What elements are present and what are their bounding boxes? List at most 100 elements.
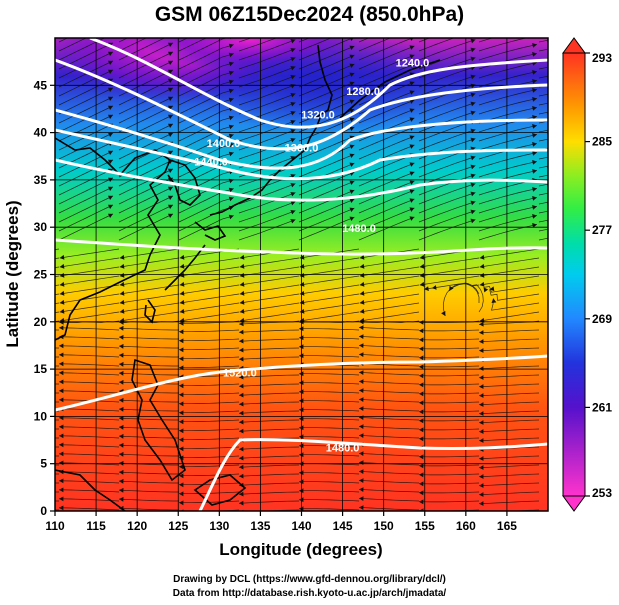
streamline-arrow [491,298,497,303]
credit-drawing: Drawing by DCL (https://www.gfd-dennou.o… [173,574,446,585]
x-tick-label: 135 [250,519,270,533]
streamline-arrow [0,356,4,361]
map-title: GSM 06Z15Dec2024 (850.0hPa) [154,3,465,26]
colorbar-tick-label: 277 [592,223,612,237]
streamline-arrow [471,30,476,35]
streamline-arrow [229,26,234,31]
contour-label: 1320.0 [301,109,335,121]
height-contours [55,38,548,511]
streamline-arrow [0,437,4,442]
streamline-arrow [350,28,355,32]
y-axis-title: Latitude (degrees) [3,200,22,347]
streamline-arrow [594,85,599,90]
streamline-arrow [594,166,599,171]
colorbar-ticks: 253 261 269 277 285 293 [585,51,612,500]
contour-label: 1440.0 [194,157,228,169]
streamline-arrow [594,157,599,162]
streamline-arrow [108,25,113,29]
colorbar-tick-label: 253 [592,486,612,500]
streamline-arrow [0,446,4,451]
y-tick-label: 45 [34,78,48,92]
y-tick-label: 30 [34,220,48,234]
streamline-arrow [410,18,415,23]
streamline-arrow [0,401,4,406]
streamline-arrow [594,67,599,72]
streamline-arrow [594,148,599,153]
x-axis: 110 115 120 125 130 135 140 145 150 155 160 165 [45,511,517,533]
contour-label: 1480.0 [342,223,376,235]
streamline-arrow [594,193,599,198]
streamline-arrow [0,374,4,379]
contour-label: 1520.0 [223,368,257,380]
streamline-arrow [594,94,599,99]
credit-data-source: Data from http://database.rish.kyoto-u.a… [172,588,447,599]
streamline-arrow [0,482,4,487]
x-axis-title: Longitude (degrees) [219,540,382,559]
streamline-arrow [0,473,4,478]
streamline-arrow [483,287,489,293]
streamline-arrow [108,16,113,20]
x-tick-label: 120 [127,519,147,533]
streamline-arrow [0,491,4,496]
streamline-arrow [594,112,599,117]
streamline-arrow [489,286,495,292]
contour-label: 1480.0 [326,442,360,454]
x-tick-label: 160 [456,519,476,533]
streamline-arrow [229,17,234,22]
streamline-arrow [594,184,599,189]
x-tick-label: 125 [168,519,188,533]
y-tick-label: 10 [34,409,48,423]
streamline-arrow [410,27,415,32]
streamline-arrow [0,464,4,469]
y-tick-label: 0 [40,504,47,518]
y-tick-label: 20 [34,315,48,329]
colorbar-tick-label: 293 [592,51,612,65]
x-tick-label: 155 [415,519,435,533]
y-tick-label: 25 [34,268,48,282]
x-tick-label: 150 [374,519,394,533]
streamline-arrow [290,30,295,34]
x-tick-label: 145 [333,519,353,533]
streamline-arrow [168,16,173,20]
contour-label: 1400.0 [207,138,241,150]
streamline-arrow [594,121,599,126]
colorbar-tick-label: 285 [592,135,612,149]
streamline-arrow [594,40,599,45]
contour-label: 1240.0 [396,57,430,69]
contour-label: 1280.0 [346,86,380,98]
streamline-arrow [0,365,4,370]
x-tick-label: 140 [291,519,311,533]
y-axis: 0 5 10 15 20 25 30 35 40 45 [34,78,55,518]
streamline-arrow [350,19,355,23]
streamline-arrow [594,202,599,207]
streamline-arrow [594,103,599,108]
x-tick-label: 130 [209,519,229,533]
lat-lon-grid [55,38,548,511]
colorbar-tick-label: 261 [592,400,612,414]
streamline-arrow [471,21,476,26]
streamline-arrow [594,211,599,216]
streamline-arrow [0,392,4,397]
streamline-arrow [290,21,295,25]
colorbar-tick-label: 269 [592,312,612,326]
y-tick-label: 40 [34,126,48,140]
streamline-arrow [532,25,537,30]
x-tick-label: 115 [86,519,106,533]
coastlines [55,44,441,511]
streamline-arrow [0,509,4,514]
streamline-arrow [0,410,4,415]
y-tick-label: 15 [34,362,48,376]
streamline-arrow [0,455,4,460]
y-tick-label: 35 [34,173,48,187]
colorbar: 253 261 269 277 285 293 [562,37,612,512]
streamline-arrow [0,428,4,433]
contour-labels: 1240.0 1280.0 1320.0 1360.0 1400.0 1440.0 1480… [194,57,429,454]
streamline-arrow [168,25,173,29]
x-tick-label: 165 [497,519,517,533]
streamline-arrow [594,76,599,81]
y-tick-label: 5 [40,457,47,471]
streamline-arrow [0,419,4,424]
streamline-arrow [0,383,4,388]
streamline-arrow [0,500,4,505]
